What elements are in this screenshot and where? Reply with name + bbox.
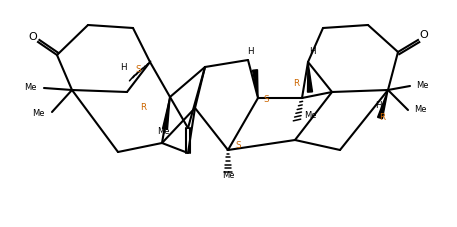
Text: R: R xyxy=(379,114,385,123)
Text: S: S xyxy=(135,66,141,74)
Text: R: R xyxy=(293,79,299,87)
Text: Me: Me xyxy=(24,84,36,92)
Polygon shape xyxy=(377,90,388,119)
Text: O: O xyxy=(420,30,428,40)
Text: S: S xyxy=(263,96,269,104)
Text: Me: Me xyxy=(414,106,426,114)
Text: H: H xyxy=(308,47,315,55)
Text: Me: Me xyxy=(157,128,169,136)
Text: Me: Me xyxy=(32,109,44,118)
Polygon shape xyxy=(163,97,170,129)
Text: H: H xyxy=(120,64,126,72)
Text: Me: Me xyxy=(416,81,428,91)
Text: H: H xyxy=(247,47,253,55)
Text: O: O xyxy=(29,32,37,42)
Text: Me: Me xyxy=(222,170,234,180)
Polygon shape xyxy=(253,70,258,98)
Text: H: H xyxy=(375,101,381,109)
Text: S: S xyxy=(235,141,241,150)
Text: R: R xyxy=(140,103,146,111)
Text: Me: Me xyxy=(304,111,316,119)
Polygon shape xyxy=(308,62,313,92)
